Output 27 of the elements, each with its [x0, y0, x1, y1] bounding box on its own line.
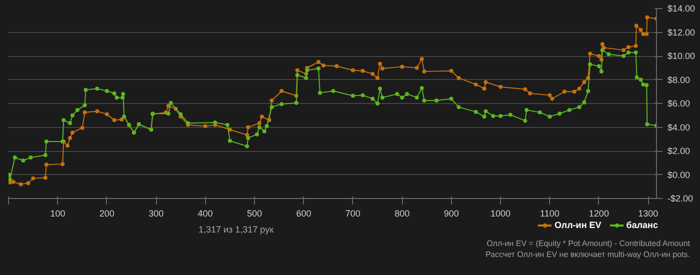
x-tick-label: 200 [99, 208, 114, 218]
y-tick-label: $4.00 [668, 122, 690, 132]
x-tick-label: 1300 [638, 208, 658, 218]
x-tick-label: 400 [198, 208, 213, 218]
text: 1,317 из 1,317 рук [198, 224, 274, 234]
x-tick-label: 300 [148, 208, 164, 218]
text: Рассчет Олл-ин EV не включает multi-way Олл-ин pots. [484, 249, 690, 260]
x-tick-label: 900 [444, 208, 459, 218]
x-tick-label: 1200 [588, 208, 609, 218]
legend-label: Олл-ин EV [554, 220, 602, 230]
x-tick-label: 800 [394, 208, 410, 218]
x-tick-label: 500 [247, 208, 262, 218]
text: Олл-ин EV = (Equity * Pot Amount) - Contributed Amount [486, 238, 690, 249]
legend-label: баланс [626, 220, 658, 230]
y-tick-label: $2.00 [668, 146, 690, 156]
y-tick-label: $0.00 [668, 170, 690, 180]
y-tick-label: $8.00 [668, 74, 690, 85]
y-tick-label: $12.00 [668, 27, 696, 38]
x-tick-label: 700 [345, 208, 360, 218]
x-tick-label: 1100 [540, 208, 560, 218]
x-tick-label: 1000 [490, 208, 511, 218]
y-tick-label: $10.00 [668, 51, 696, 61]
y-tick-label: -$2.00 [668, 194, 694, 204]
x-tick-label: 100 [50, 208, 66, 218]
x-tick-label: 600 [296, 208, 312, 218]
y-tick-label: $6.00 [668, 98, 690, 108]
y-tick-label: $14.00 [668, 4, 696, 14]
